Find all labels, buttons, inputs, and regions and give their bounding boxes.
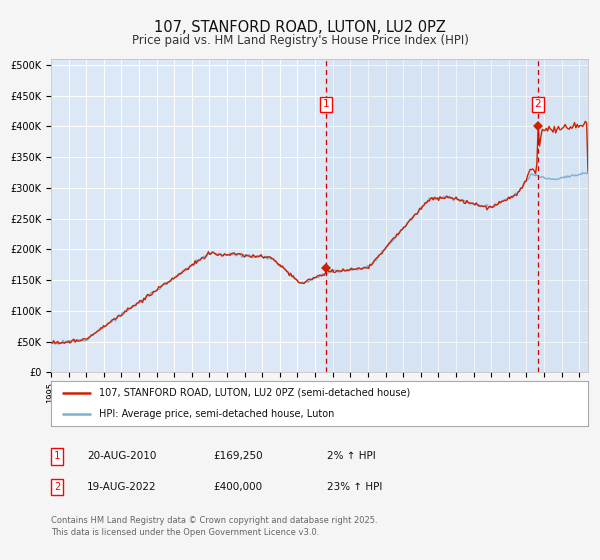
Text: 2% ↑ HPI: 2% ↑ HPI	[327, 451, 376, 461]
Text: 23% ↑ HPI: 23% ↑ HPI	[327, 482, 382, 492]
Text: 19-AUG-2022: 19-AUG-2022	[87, 482, 157, 492]
Text: 2: 2	[54, 482, 60, 492]
Text: 1: 1	[323, 99, 329, 109]
Text: HPI: Average price, semi-detached house, Luton: HPI: Average price, semi-detached house,…	[100, 408, 335, 418]
Text: Contains HM Land Registry data © Crown copyright and database right 2025.
This d: Contains HM Land Registry data © Crown c…	[51, 516, 377, 537]
Text: 107, STANFORD ROAD, LUTON, LU2 0PZ: 107, STANFORD ROAD, LUTON, LU2 0PZ	[154, 20, 446, 35]
Bar	[326, 59, 600, 372]
Text: £400,000: £400,000	[213, 482, 262, 492]
Text: £169,250: £169,250	[213, 451, 263, 461]
Text: Price paid vs. HM Land Registry's House Price Index (HPI): Price paid vs. HM Land Registry's House …	[131, 34, 469, 46]
Text: 1: 1	[54, 451, 60, 461]
Text: 2: 2	[534, 99, 541, 109]
Text: 20-AUG-2010: 20-AUG-2010	[87, 451, 157, 461]
Text: 107, STANFORD ROAD, LUTON, LU2 0PZ (semi-detached house): 107, STANFORD ROAD, LUTON, LU2 0PZ (semi…	[100, 388, 410, 398]
